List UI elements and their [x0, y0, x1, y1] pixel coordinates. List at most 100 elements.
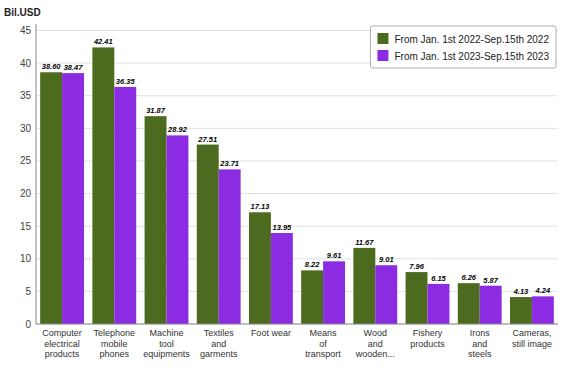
legend-swatch: [377, 50, 388, 61]
y-tick-label: 45: [20, 25, 32, 36]
x-tick-label-line: products: [410, 339, 445, 349]
data-label: 9.61: [327, 251, 342, 260]
legend-box: [370, 26, 556, 68]
data-label: 27.51: [197, 135, 217, 144]
data-labels: 38.6042.4131.8727.5117.138.2211.677.966.…: [42, 37, 551, 296]
bar: [428, 284, 450, 324]
data-label: 13.95: [272, 223, 292, 232]
x-tick-label-line: and: [472, 339, 487, 349]
y-tick-label: 10: [20, 253, 32, 264]
x-axis: ComputerelectricalproductsTelephonemobil…: [36, 324, 558, 359]
data-label: 38.60: [42, 62, 62, 71]
y-tick-label: 25: [20, 155, 32, 166]
y-axis-line: [36, 24, 37, 324]
data-label: 42.41: [93, 37, 113, 46]
data-label: 4.24: [535, 286, 551, 295]
bar: [323, 261, 345, 324]
x-tick-label-line: tool: [159, 339, 174, 349]
bar: [167, 135, 189, 324]
x-tick-label: Machinetoolequipments: [143, 328, 190, 359]
bar: [375, 265, 397, 324]
x-tick-label-line: of: [319, 339, 327, 349]
data-label: 9.01: [379, 255, 394, 264]
data-label: 11.67: [355, 238, 374, 247]
bar: [406, 272, 428, 324]
y-tick-label: 15: [20, 221, 32, 232]
bar: [92, 47, 114, 324]
x-tick-label-line: mobile: [101, 339, 128, 349]
x-tick-label: Woodandwooden...: [355, 328, 395, 359]
bar: [458, 283, 480, 324]
x-tick-label-line: transport: [305, 349, 341, 359]
data-label: 28.92: [167, 125, 188, 134]
x-tick-label-line: Foot wear: [251, 328, 291, 338]
x-tick-label: Telephonemobilephones: [94, 328, 136, 359]
x-tick-label-line: equipments: [143, 349, 190, 359]
data-label: 17.13: [251, 202, 271, 211]
bar: [145, 116, 167, 324]
chart-svg: 05101520253035404538.6042.4131.8727.5117…: [0, 0, 566, 370]
x-tick-label-line: Fishery: [413, 328, 443, 338]
x-tick-label: Textilesandgarments: [200, 328, 238, 359]
x-tick-label-line: Means: [310, 328, 338, 338]
data-label: 23.71: [219, 159, 239, 168]
y-tick-label: 35: [20, 90, 32, 101]
x-tick-label-line: phones: [100, 349, 130, 359]
data-label: 8.22: [305, 260, 320, 269]
bar: [197, 145, 219, 324]
x-tick-label: Fisheryproducts: [410, 328, 445, 349]
grid: [36, 31, 558, 324]
data-label: 38.47: [64, 63, 84, 72]
bar: [532, 296, 554, 324]
bar: [62, 73, 84, 324]
legend-label: From Jan. 1st 2022-Sep.15th 2022: [394, 34, 549, 45]
x-tick-label: Foot wear: [251, 328, 291, 338]
x-tick-label-line: Computer: [42, 328, 82, 338]
y-tick-label: 40: [20, 58, 32, 69]
y-tick-label: 20: [20, 188, 32, 199]
x-axis-line: [36, 324, 558, 325]
x-tick-label-line: garments: [200, 349, 238, 359]
bar: [480, 286, 502, 324]
x-tick-label-line: Textiles: [204, 328, 235, 338]
bar: [510, 297, 532, 324]
y-axis-label: Bil.USD: [4, 7, 41, 18]
legend: From Jan. 1st 2022-Sep.15th 2022 From Jan…: [370, 26, 556, 68]
data-label: 7.96: [409, 262, 424, 271]
data-label: 4.13: [513, 287, 529, 296]
y-tick-label: 30: [20, 123, 32, 134]
x-tick-label-line: still image: [512, 339, 552, 349]
x-tick-label-line: and: [211, 339, 226, 349]
x-tick-label: Cameras,still image: [512, 328, 552, 349]
x-tick-label-line: electrical: [44, 339, 80, 349]
bar: [353, 248, 375, 324]
data-label: 6.26: [461, 273, 476, 282]
x-tick-label-line: Wood: [364, 328, 387, 338]
x-tick-label: Meansoftransport: [305, 328, 341, 359]
bar: [249, 212, 271, 324]
legend-swatch: [377, 33, 388, 44]
x-tick-label-line: wooden...: [355, 349, 395, 359]
bar: [40, 72, 62, 324]
bars: [40, 47, 554, 324]
y-tick-label: 5: [25, 286, 31, 297]
x-tick-label-line: Irons: [470, 328, 491, 338]
grid-line: [36, 324, 558, 325]
x-tick-label-line: Telephone: [94, 328, 136, 338]
legend-label: From Jan. 1st 2023-Sep.15th 2023: [394, 51, 549, 62]
x-tick-label-line: and: [368, 339, 383, 349]
x-tick-label: Computerelectricalproducts: [42, 328, 82, 359]
bar: [114, 87, 136, 324]
bar: [271, 233, 293, 324]
bar: [301, 270, 323, 324]
chart-container: 05101520253035404538.6042.4131.8727.5117…: [0, 0, 566, 370]
bar: [219, 169, 241, 324]
x-tick-label-line: products: [45, 349, 80, 359]
x-tick-label-line: Cameras,: [512, 328, 551, 338]
x-tick-label: Ironsandsteels: [468, 328, 492, 359]
data-label: 36.35: [116, 77, 136, 86]
y-axis: 0 5 10 15 20 25 30 35 40 45: [20, 24, 36, 330]
data-label: 6.15: [431, 274, 446, 283]
y-tick-label: 0: [25, 319, 31, 330]
x-tick-label-line: Machine: [149, 328, 183, 338]
